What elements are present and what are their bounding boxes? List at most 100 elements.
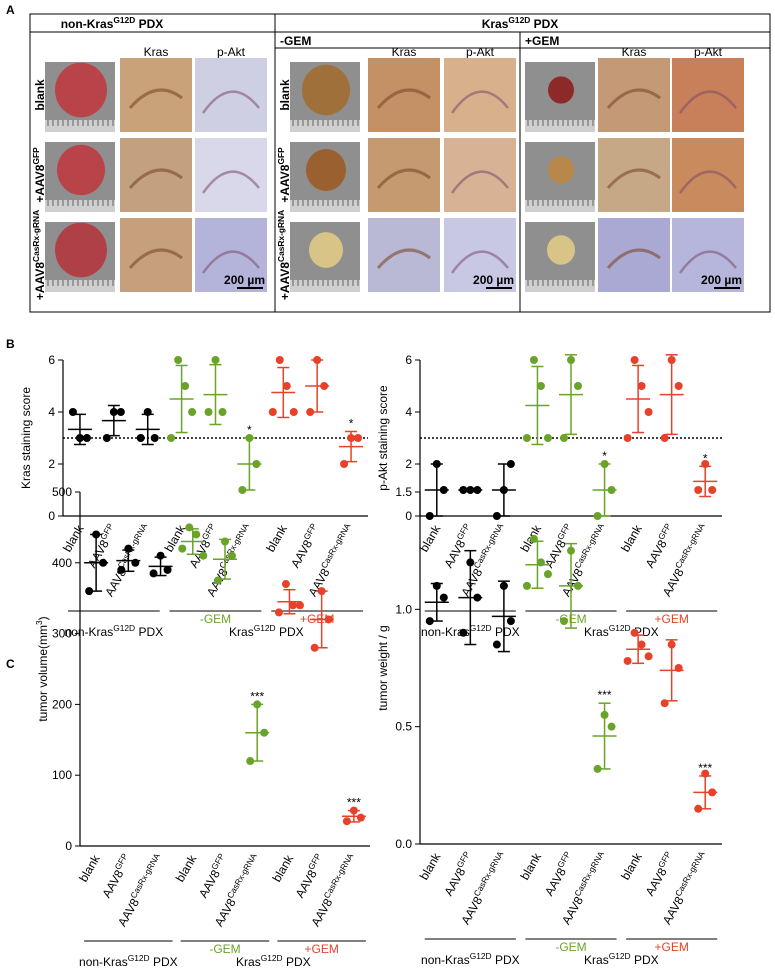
duct (128, 168, 183, 189)
data-point (347, 434, 356, 442)
data-point (354, 434, 363, 442)
data-point (529, 534, 538, 543)
significance: * (247, 423, 252, 437)
x-tick-label-part: GFP (656, 521, 673, 541)
duct (678, 90, 737, 114)
row-label-part: GFP (31, 147, 41, 165)
data-point (660, 699, 669, 708)
data-point (466, 486, 475, 494)
data-point (85, 587, 94, 596)
y-tick-label: 1.5 (395, 485, 412, 499)
data-point (274, 608, 283, 617)
data-point (245, 434, 254, 442)
tumor (302, 64, 350, 116)
y-tick-label: 6 (48, 353, 55, 367)
x-tick-label-part: CasRx-gRNA (225, 851, 259, 900)
x-tick-label: blank (618, 522, 645, 555)
panel-label: C (6, 657, 15, 671)
data-point (221, 537, 229, 546)
y-tick-label: 0 (48, 509, 55, 523)
akt-stain (444, 138, 516, 212)
ruler (525, 200, 595, 212)
group-label: KrasG12D PDX (584, 951, 659, 967)
data-point (356, 813, 365, 822)
group-label: -GEM (209, 942, 240, 956)
section-header: non-KrasG12D PDX (61, 15, 164, 31)
data-point (708, 486, 717, 494)
data-point (102, 434, 111, 442)
group-label: non-KrasG12D PDX (79, 953, 178, 969)
duct (450, 90, 509, 114)
x-tick-label-part: GFP (200, 521, 217, 541)
akt-stain (444, 218, 516, 292)
tumor (309, 232, 343, 268)
kras-stain (120, 58, 192, 132)
data-point (708, 788, 717, 797)
x-tick-label-part: AAV8 (288, 537, 315, 570)
data-point (607, 722, 616, 731)
x-tick-label-part: CasRx-gRNA (471, 521, 505, 570)
ruler (290, 120, 360, 132)
duct (128, 248, 183, 269)
data-point (281, 580, 290, 589)
data-point (82, 434, 91, 442)
duct (128, 88, 183, 109)
data-point (310, 643, 319, 652)
y-tick-label: 200 (52, 697, 72, 711)
column-label: Kras (144, 45, 169, 59)
tumor (57, 144, 105, 196)
y-axis-label: tumor volume(mm3) (34, 616, 50, 721)
group-label: +GEM (654, 612, 688, 626)
data-point (92, 530, 101, 539)
y-axis-label-part: Kras staining score (19, 387, 33, 489)
data-point (600, 710, 609, 719)
data-point (499, 486, 508, 494)
group-label-part: non-Kras (65, 625, 114, 639)
group-label-part: G12D (609, 951, 631, 961)
ruler (45, 200, 115, 212)
x-tick-label-part: GFP (454, 849, 471, 869)
x-tick-label-part: AAV8 (196, 867, 223, 900)
data-point (131, 558, 140, 567)
data-point (567, 356, 575, 364)
kras-stain (120, 138, 192, 212)
data-point (340, 460, 349, 468)
data-point (260, 728, 269, 737)
data-point (536, 382, 545, 390)
data-point (204, 408, 213, 416)
x-tick-label-part: AAV8 (542, 865, 569, 898)
data-point (593, 512, 602, 520)
x-tick-label-part: AAV8 (441, 865, 468, 898)
data-point (492, 640, 501, 649)
data-point (150, 434, 159, 442)
data-point (163, 565, 172, 574)
data-point (630, 356, 639, 364)
group-label-part: G12D (470, 951, 492, 961)
kras-stain (368, 138, 440, 212)
section-header-part: non-Kras (61, 17, 114, 31)
y-tick-label: 500 (52, 485, 72, 499)
data-point (289, 408, 298, 416)
ruler (525, 280, 595, 292)
x-tick-label-part: GFP (301, 521, 318, 541)
x-tick-label-part: GFP (112, 851, 129, 871)
section-header-part: G12D (508, 15, 530, 25)
x-tick-label-part: CasRx-gRNA (128, 851, 162, 900)
tumor (548, 76, 574, 104)
y-tick-label: 2 (48, 457, 55, 471)
data-point (295, 601, 304, 610)
data-point (701, 460, 710, 468)
data-point (192, 530, 201, 539)
data-point (214, 576, 222, 585)
group-label: KrasG12D PDX (236, 953, 311, 969)
group-label: KrasG12D PDX (229, 623, 304, 639)
data-point (117, 565, 126, 574)
x-tick-label-part: CasRx-gRNA (321, 851, 355, 900)
duct (201, 170, 260, 194)
x-tick-label-part: AAV8 (115, 896, 142, 929)
y-tick-label: 4 (48, 405, 55, 419)
tumor (55, 222, 107, 278)
x-tick-label: blank (263, 522, 290, 555)
row-label: +AAV8CasRx-gRNA (276, 210, 292, 300)
data-point (313, 356, 322, 364)
